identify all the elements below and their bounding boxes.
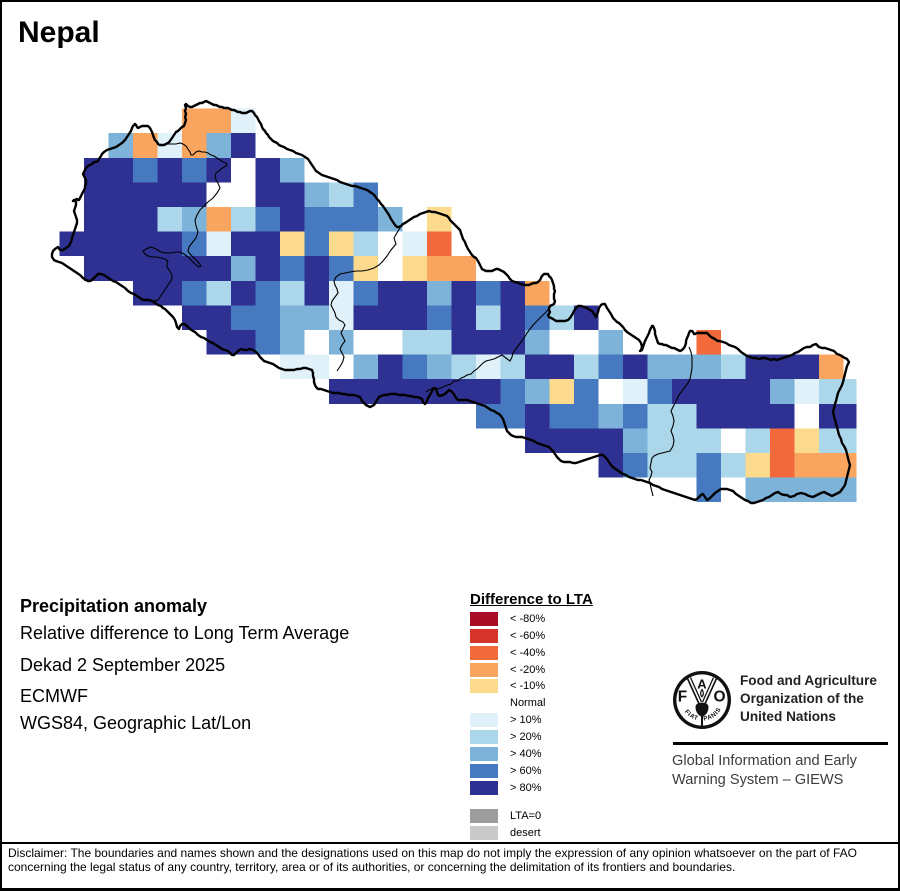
svg-text:F: F bbox=[678, 689, 687, 706]
svg-text:A: A bbox=[697, 677, 707, 692]
svg-text:O: O bbox=[713, 689, 725, 706]
